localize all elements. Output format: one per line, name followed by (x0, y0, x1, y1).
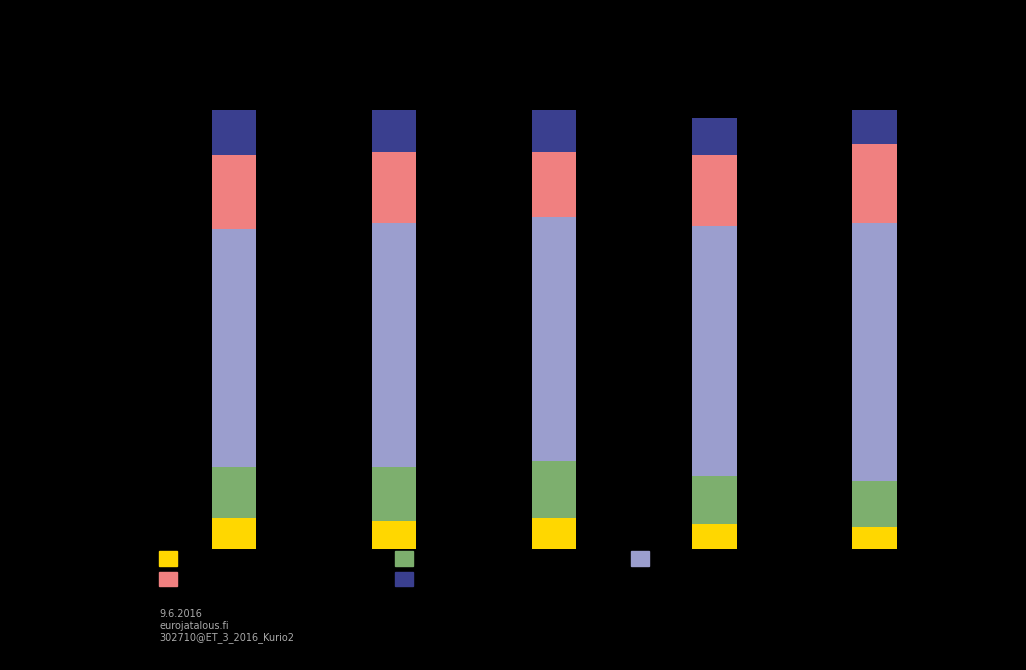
Bar (531, 152, 577, 217)
Bar (692, 155, 737, 226)
Bar (371, 152, 417, 223)
Bar (371, 521, 417, 549)
Bar (692, 226, 737, 476)
Bar (531, 217, 577, 462)
Bar (852, 110, 897, 143)
Bar (531, 518, 577, 549)
Bar (692, 118, 737, 155)
Bar (852, 143, 897, 223)
Bar (852, 223, 897, 481)
Bar (211, 155, 256, 228)
Bar (852, 481, 897, 527)
Bar (211, 467, 256, 518)
Bar (692, 524, 737, 549)
Bar (211, 110, 256, 155)
Bar (692, 476, 737, 524)
Bar (371, 223, 417, 467)
Bar (531, 110, 577, 152)
Bar (211, 228, 256, 467)
Bar (371, 467, 417, 521)
Bar (531, 462, 577, 518)
Bar (852, 527, 897, 549)
Bar (371, 110, 417, 152)
Bar (211, 518, 256, 549)
Text: 9.6.2016
eurojatalous.fi
302710@ET_3_2016_Kurio2: 9.6.2016 eurojatalous.fi 302710@ET_3_201… (159, 609, 294, 643)
